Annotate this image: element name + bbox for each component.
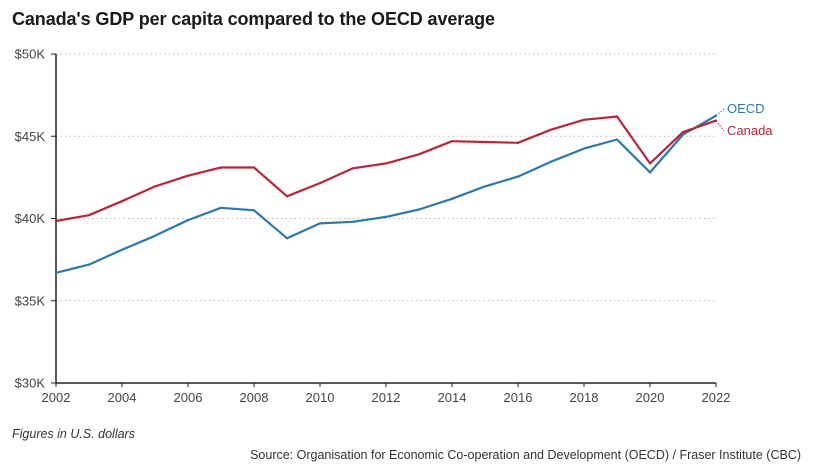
data-point-canada-2020 — [648, 162, 652, 165]
data-point-canada-2005 — [153, 185, 157, 188]
data-point-oecd-2014 — [450, 197, 454, 200]
data-point-oecd-2012 — [384, 215, 388, 218]
data-point-oecd-2009 — [285, 237, 289, 240]
series-line-canada — [54, 115, 718, 223]
y-tick-label-0: $30K — [15, 376, 46, 391]
x-tick-label-8: 2018 — [570, 390, 599, 405]
series-labels: OECD Canada — [715, 101, 773, 138]
data-point-oecd-2015 — [483, 185, 487, 188]
x-tick-label-1: 2004 — [108, 390, 137, 405]
x-tick-label-5: 2012 — [372, 390, 401, 405]
data-point-oecd-2013 — [417, 208, 421, 211]
data-point-oecd-2016 — [516, 175, 520, 178]
x-tick-label-10: 2022 — [702, 390, 731, 405]
data-point-canada-2014 — [450, 140, 454, 143]
data-point-canada-2016 — [516, 141, 520, 144]
data-point-canada-2011 — [351, 167, 355, 170]
series-label-oecd: OECD — [727, 101, 765, 116]
data-point-canada-2018 — [582, 118, 586, 121]
currency-note: Figures in U.S. dollars — [12, 427, 135, 441]
data-point-canada-2008 — [252, 166, 256, 169]
y-axis-tick-labels: $30K $35K $40K $45K $50K — [15, 47, 56, 391]
data-point-oecd-2004 — [120, 248, 124, 251]
data-point-oecd-2005 — [153, 234, 157, 237]
y-tick-label-1: $35K — [15, 293, 46, 308]
x-axis-tick-labels: 2002 2004 2006 2008 2010 2012 2014 2016 2018 2020… — [42, 383, 731, 405]
x-tick-label-7: 2016 — [504, 390, 533, 405]
x-tick-label-6: 2014 — [438, 390, 467, 405]
data-point-oecd-2006 — [186, 219, 190, 222]
data-point-oecd-2003 — [87, 263, 91, 266]
data-point-oecd-2011 — [351, 220, 355, 223]
chart-title: Canada's GDP per capita compared to the … — [12, 9, 495, 29]
data-point-canada-2019 — [615, 115, 619, 118]
y-tick-label-3: $45K — [15, 129, 46, 144]
data-point-canada-2010 — [318, 182, 322, 185]
data-point-oecd-2018 — [582, 147, 586, 150]
source-credit: Source: Organisation for Economic Co-ope… — [250, 448, 801, 462]
series-lines — [54, 114, 718, 274]
data-point-oecd-2010 — [318, 222, 322, 225]
data-point-oecd-2002 — [54, 271, 58, 274]
data-point-canada-2006 — [186, 174, 190, 177]
data-point-canada-2003 — [87, 214, 91, 217]
data-point-canada-2012 — [384, 162, 388, 165]
data-point-canada-2002 — [54, 219, 58, 223]
y-tick-label-2: $40K — [15, 211, 46, 226]
x-tick-label-9: 2020 — [636, 390, 665, 405]
x-tick-label-3: 2008 — [240, 390, 269, 405]
data-point-oecd-2020 — [648, 171, 652, 174]
data-point-oecd-2007 — [219, 206, 223, 209]
data-point-canada-2015 — [483, 140, 487, 144]
data-point-canada-2021 — [681, 131, 685, 134]
y-tick-label-4: $50K — [15, 47, 46, 62]
data-point-oecd-2019 — [615, 138, 619, 141]
series-label-leader-canada — [715, 120, 725, 132]
x-tick-label-0: 2002 — [42, 390, 71, 405]
data-point-oecd-2017 — [549, 160, 553, 163]
series-label-leader-oecd — [715, 108, 725, 117]
data-point-canada-2013 — [417, 153, 421, 156]
data-point-canada-2007 — [219, 166, 223, 169]
series-label-canada: Canada — [727, 123, 773, 138]
data-point-canada-2004 — [120, 200, 124, 203]
data-point-canada-2009 — [285, 195, 289, 198]
x-tick-label-2: 2006 — [174, 390, 203, 405]
gridlines — [56, 53, 716, 302]
x-tick-label-4: 2010 — [306, 390, 335, 405]
data-point-oecd-2008 — [252, 209, 256, 212]
data-point-canada-2017 — [549, 128, 553, 131]
